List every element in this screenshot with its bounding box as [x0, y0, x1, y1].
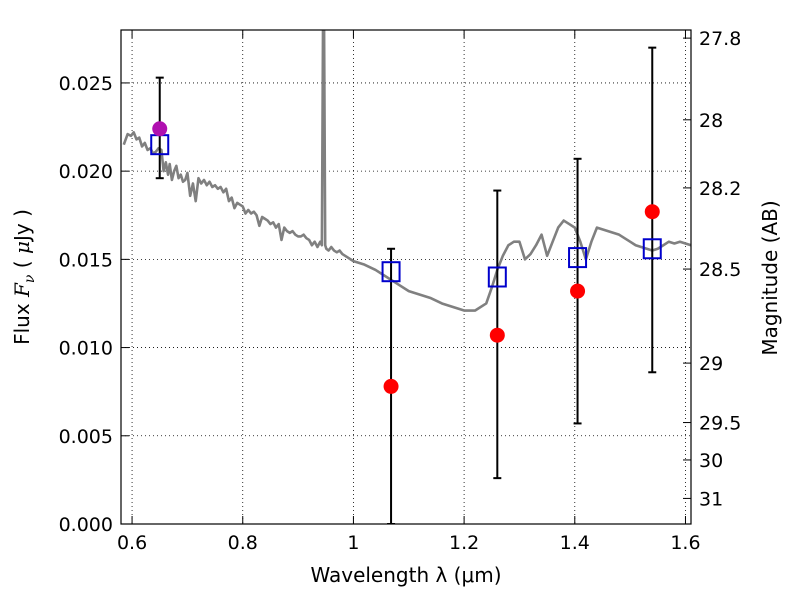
x-tick-label: 1.2	[449, 532, 479, 554]
mag-tick-label: 28.2	[699, 178, 741, 200]
data-layer	[122, 30, 691, 524]
optical-point	[152, 121, 168, 137]
observed-point	[489, 327, 505, 343]
mag-tick-label: 28.5	[699, 259, 741, 281]
mag-tick-label: 29	[699, 353, 723, 375]
plot-frame	[120, 29, 692, 525]
mag-tick-label: 28	[699, 110, 723, 132]
x-tick-label: 1.6	[670, 532, 700, 554]
model-photometry-square	[568, 247, 588, 269]
x-tick-label: 0.6	[117, 532, 147, 554]
observed-point	[644, 204, 660, 220]
mag-tick-label: 30	[699, 450, 723, 472]
y-axis-label-left: Flux Fν ( μJy )	[10, 209, 38, 345]
y-tick-label: 0.000	[59, 514, 113, 536]
y-tick-label: 0.015	[59, 249, 113, 271]
x-tick-label: 0.8	[228, 532, 258, 554]
model-photometry-square	[642, 238, 662, 260]
x-axis-label: Wavelength λ (μm)	[310, 563, 501, 587]
x-tick-label: 1.4	[560, 532, 590, 554]
model-spectrum-line	[122, 30, 691, 312]
y-tick-label: 0.025	[59, 73, 113, 95]
mag-tick-label: 29.5	[699, 413, 741, 435]
y-tick-label: 0.010	[59, 338, 113, 360]
mag-tick-label: 31	[699, 488, 723, 510]
observed-point	[383, 378, 399, 394]
observed-point	[570, 283, 586, 299]
model-photometry-square	[487, 266, 507, 288]
plot-background	[121, 30, 691, 524]
y-tick-label: 0.005	[59, 426, 113, 448]
x-tick-label: 1	[347, 532, 359, 554]
mag-tick-label: 27.8	[699, 28, 741, 50]
tick-layer: 0.6 0.8 1 1.2 1.4 1.6 0.000 0.005 0.010 0.015 0.02…	[59, 28, 742, 554]
model-photometry-square	[381, 261, 401, 283]
y-axis-label-right: Magnitude (AB)	[758, 200, 782, 355]
y-tick-label: 0.020	[59, 161, 113, 183]
